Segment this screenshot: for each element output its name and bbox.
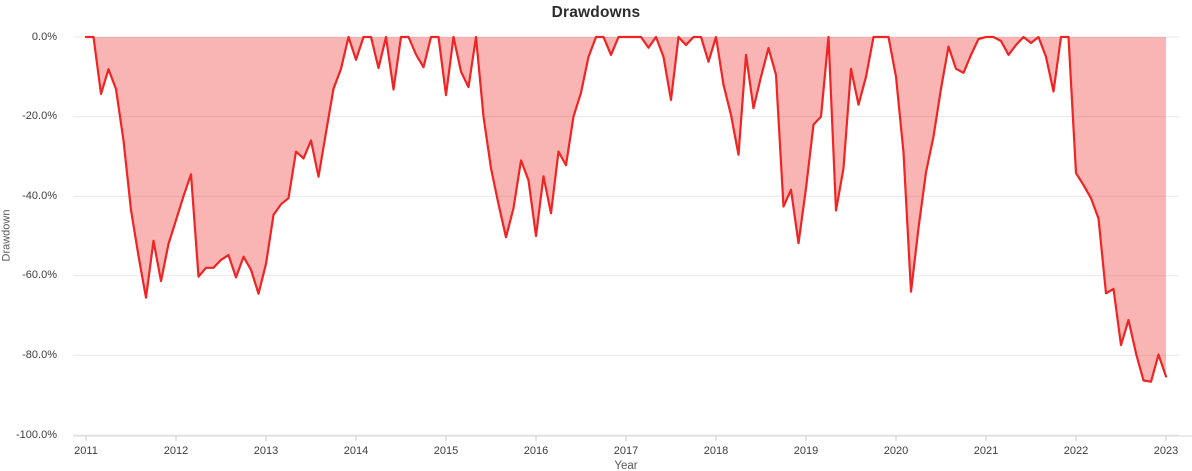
y-tick-label: -40.0% [22, 189, 57, 202]
x-tick-label: 2011 [74, 445, 98, 457]
x-tick-label: 2023 [1153, 445, 1179, 457]
x-tick-label: 2013 [253, 445, 279, 457]
x-tick-label: 2020 [883, 445, 909, 457]
y-tick-label: -100.0% [16, 428, 57, 441]
y-tick-label: -60.0% [22, 269, 57, 282]
x-tick-label: 2017 [613, 445, 639, 457]
x-tick-label: 2021 [973, 445, 999, 457]
x-tick-label: 2019 [793, 445, 819, 457]
x-tick-label: 2012 [163, 445, 189, 457]
x-tick-label: 2015 [433, 445, 459, 457]
drawdown-area-fill [86, 37, 1166, 382]
chart-title: Drawdowns [551, 4, 641, 21]
y-tick-label: -20.0% [22, 110, 57, 123]
y-axis-title: Drawdown [0, 209, 13, 262]
x-tick-label: 2022 [1063, 445, 1089, 457]
x-tick-label: 2018 [703, 445, 729, 457]
x-axis-title: Year [614, 460, 638, 471]
x-tick-label: 2016 [523, 445, 549, 457]
x-tick-label: 2014 [343, 445, 369, 457]
y-tick-label: 0.0% [31, 30, 57, 43]
y-tick-label: -80.0% [22, 348, 57, 361]
drawdown-line [84, 35, 1168, 383]
